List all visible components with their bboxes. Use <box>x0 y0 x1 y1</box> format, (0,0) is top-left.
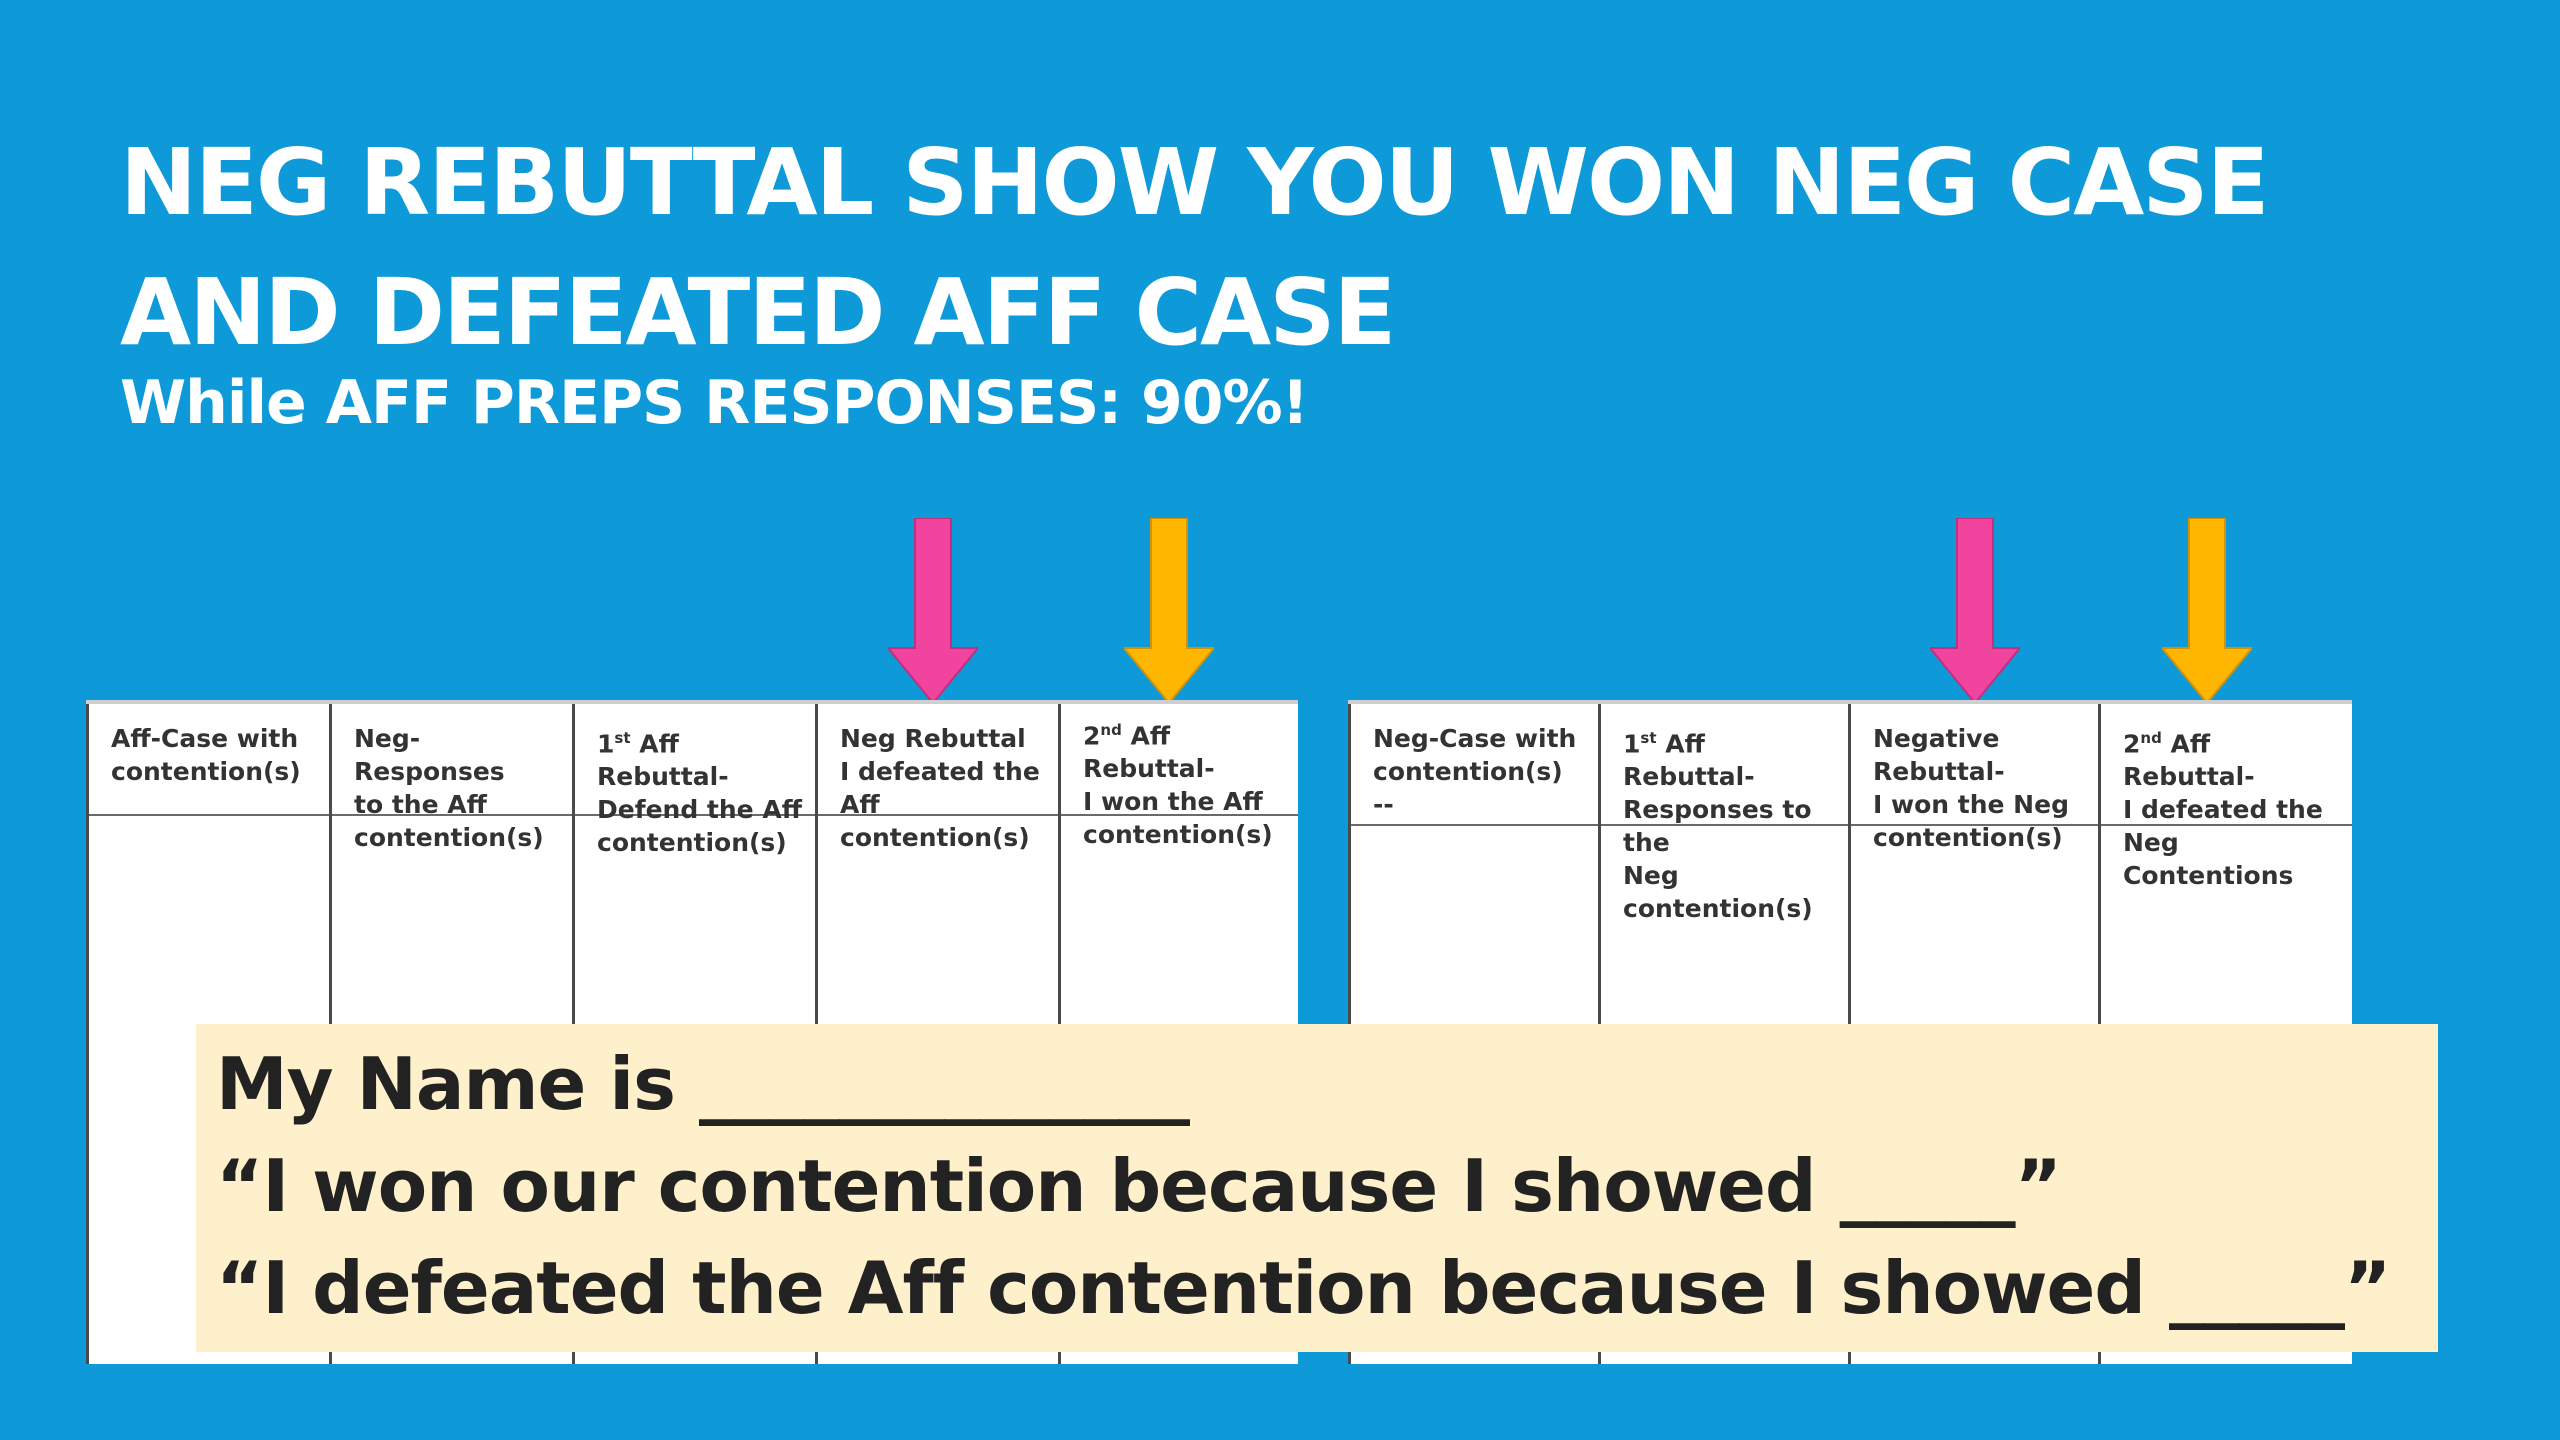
yellow-down-arrow-icon <box>1124 518 1214 703</box>
neg-flow-column: 2nd Aff Rebuttal- I defeated the Neg Con… <box>2098 704 2355 1364</box>
yellow-down-arrow-icon <box>2162 518 2252 703</box>
speech-template-callout: My Name is ______________ “I won our con… <box>196 1024 2438 1352</box>
column-header: Aff-Case with contention(s) <box>111 724 301 786</box>
column-header: 1st Aff Rebuttal- Defend the Aff content… <box>597 729 802 858</box>
column-header: 1st Aff Rebuttal- Responses to the Neg c… <box>1623 729 1813 924</box>
column-header: Negative Rebuttal- I won the Neg content… <box>1873 724 2069 852</box>
slide-title: NEG REBUTTAL SHOW YOU WON NEG CASE AND D… <box>120 118 2420 378</box>
pink-down-arrow-icon <box>888 518 978 703</box>
title-line-1: NEG REBUTTAL SHOW YOU WON NEG CASE <box>120 129 2269 236</box>
column-header: 2nd Aff Rebuttal- I won the Aff contenti… <box>1083 721 1273 850</box>
column-header: Neg-Responses to the Aff contention(s) <box>354 724 544 852</box>
column-header: Neg Rebuttal I defeated the Aff contenti… <box>840 724 1040 852</box>
header-divider <box>86 814 1298 816</box>
callout-line-won: “I won our contention because I showed _… <box>216 1144 2062 1228</box>
neg-flow-column: Negative Rebuttal- I won the Neg content… <box>1848 704 2101 1364</box>
title-line-2: AND DEFEATED AFF CASE <box>120 259 1396 366</box>
column-header: 2nd Aff Rebuttal- I defeated the Neg Con… <box>2123 729 2323 891</box>
callout-line-defeated: “I defeated the Aff contention because I… <box>216 1246 2391 1330</box>
aff-flow-column: Aff-Case with contention(s) <box>86 704 332 1364</box>
aff-flow-column: Neg Rebuttal I defeated the Aff contenti… <box>815 704 1061 1364</box>
slide-subtitle: While AFF PREPS RESPONSES: 90%! <box>120 368 1309 438</box>
column-header: Neg-Case with contention(s) -- <box>1373 724 1577 819</box>
callout-line-name: My Name is ______________ <box>216 1042 1190 1126</box>
pink-down-arrow-icon <box>1930 518 2020 703</box>
